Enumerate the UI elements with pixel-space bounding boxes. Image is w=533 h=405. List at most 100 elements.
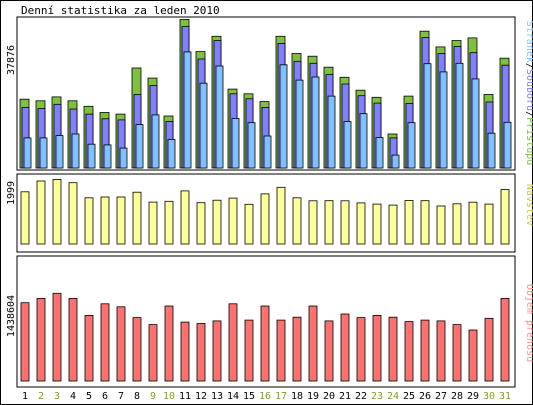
bar-navstevy-day-2 xyxy=(36,180,46,245)
bar-stranek-day-15 xyxy=(247,122,256,169)
day-label-19: 19 xyxy=(307,391,319,402)
bar-stranek-day-5 xyxy=(87,143,96,169)
day-label-26: 26 xyxy=(419,391,431,402)
bar-objem-day-1 xyxy=(20,302,30,382)
day-label-10: 10 xyxy=(163,391,175,402)
bar-stranek-day-12 xyxy=(199,82,208,169)
bar-navstevy-day-7 xyxy=(116,196,126,245)
day-label-3: 3 xyxy=(54,391,60,402)
bar-objem-day-25 xyxy=(404,321,414,382)
bar-stranek-day-25 xyxy=(407,122,416,169)
bar-objem-day-5 xyxy=(84,314,94,382)
day-label-1: 1 xyxy=(22,391,28,402)
bar-navstevy-day-23 xyxy=(372,203,382,245)
bar-stranek-day-18 xyxy=(295,79,304,169)
volume-legend: Objem přenosu xyxy=(524,284,533,362)
bar-stranek-day-31 xyxy=(503,121,512,169)
bar-stranek-day-22 xyxy=(359,113,368,169)
bar-stranek-day-6 xyxy=(103,144,112,169)
bar-objem-day-15 xyxy=(244,319,254,382)
day-label-24: 24 xyxy=(387,391,399,402)
day-label-12: 12 xyxy=(195,391,207,402)
day-label-27: 27 xyxy=(435,391,447,402)
bar-navstevy-day-29 xyxy=(468,201,478,245)
day-label-30: 30 xyxy=(483,391,495,402)
bar-objem-day-4 xyxy=(68,297,78,382)
day-label-15: 15 xyxy=(243,391,255,402)
bar-objem-day-12 xyxy=(196,323,206,382)
legend-pristupu: Přístupů xyxy=(524,117,533,165)
bar-objem-day-10 xyxy=(164,305,174,382)
bar-objem-day-3 xyxy=(52,292,62,382)
bar-stranek-day-27 xyxy=(439,71,448,169)
bar-stranek-day-30 xyxy=(487,132,496,169)
legend-separator-1: / xyxy=(524,63,533,69)
bar-objem-day-14 xyxy=(228,303,238,382)
bar-objem-day-7 xyxy=(116,306,126,382)
bar-objem-day-6 xyxy=(100,303,110,382)
bar-objem-day-21 xyxy=(340,313,350,382)
bar-stranek-day-16 xyxy=(263,135,272,169)
bar-navstevy-day-25 xyxy=(404,200,414,245)
bar-objem-day-31 xyxy=(500,297,510,382)
day-label-9: 9 xyxy=(150,391,156,402)
bar-objem-day-27 xyxy=(436,320,446,382)
bar-navstevy-day-26 xyxy=(420,200,430,245)
bar-navstevy-day-15 xyxy=(244,203,254,245)
day-label-25: 25 xyxy=(403,391,415,402)
bar-objem-day-18 xyxy=(292,316,302,382)
bar-objem-day-11 xyxy=(180,321,190,382)
bar-stranek-day-11 xyxy=(183,51,192,169)
bar-navstevy-day-12 xyxy=(196,202,206,245)
bar-navstevy-day-19 xyxy=(308,200,318,245)
bar-stranek-day-1 xyxy=(23,137,32,169)
bar-navstevy-day-31 xyxy=(500,189,510,245)
bar-objem-day-30 xyxy=(484,317,494,382)
bar-objem-day-2 xyxy=(36,297,46,382)
day-label-8: 8 xyxy=(134,391,140,402)
bar-objem-day-17 xyxy=(276,319,286,382)
traffic-bars xyxy=(19,19,512,169)
bar-objem-day-13 xyxy=(212,320,222,382)
day-label-28: 28 xyxy=(451,391,463,402)
bar-objem-day-23 xyxy=(372,314,382,382)
day-label-13: 13 xyxy=(211,391,223,402)
day-label-31: 31 xyxy=(499,391,511,402)
bar-stranek-day-13 xyxy=(215,65,224,169)
bar-stranek-day-9 xyxy=(151,114,160,169)
bar-navstevy-day-11 xyxy=(180,190,190,245)
day-label-7: 7 xyxy=(118,391,124,402)
bar-stranek-day-29 xyxy=(471,78,480,169)
bar-navstevy-day-10 xyxy=(164,200,174,245)
bar-objem-day-19 xyxy=(308,305,318,382)
bar-navstevy-day-8 xyxy=(132,191,142,245)
day-labels: 1 2 3 4 5 6 7 8 9 10 11 12 13 14 15 16 17 18 19 20 21 22 23 24 2… xyxy=(22,391,511,402)
bar-stranek-day-3 xyxy=(55,135,64,169)
volume-panel: 1438604 Objem přenosu xyxy=(6,255,533,388)
bar-stranek-day-14 xyxy=(231,118,240,169)
day-label-21: 21 xyxy=(339,391,351,402)
volume-bars xyxy=(20,292,510,382)
visits-legend: Návštěv xyxy=(524,184,533,226)
bar-stranek-day-19 xyxy=(311,76,320,169)
chart-title: Denní statistika za leden 2010 xyxy=(21,4,220,17)
bar-objem-day-8 xyxy=(132,317,142,382)
bar-stranek-day-23 xyxy=(375,137,384,169)
bar-objem-day-24 xyxy=(388,316,398,382)
bar-stranek-day-4 xyxy=(71,133,80,169)
visits-panel: 1999 Návštěv xyxy=(6,173,533,253)
legend-stranek: Stránek xyxy=(524,21,533,63)
bar-navstevy-day-28 xyxy=(452,203,462,245)
bar-stranek-day-21 xyxy=(343,121,352,169)
bar-navstevy-day-30 xyxy=(484,203,494,245)
day-label-16: 16 xyxy=(259,391,271,402)
bar-navstevy-day-17 xyxy=(276,186,286,245)
day-label-22: 22 xyxy=(355,391,367,402)
day-label-4: 4 xyxy=(70,391,76,402)
bar-stranek-day-28 xyxy=(455,62,464,169)
bar-objem-day-26 xyxy=(420,319,430,382)
bar-navstevy-day-24 xyxy=(388,204,398,245)
bar-navstevy-day-18 xyxy=(292,197,302,245)
bar-objem-day-28 xyxy=(452,324,462,382)
bar-navstevy-day-4 xyxy=(68,182,78,245)
